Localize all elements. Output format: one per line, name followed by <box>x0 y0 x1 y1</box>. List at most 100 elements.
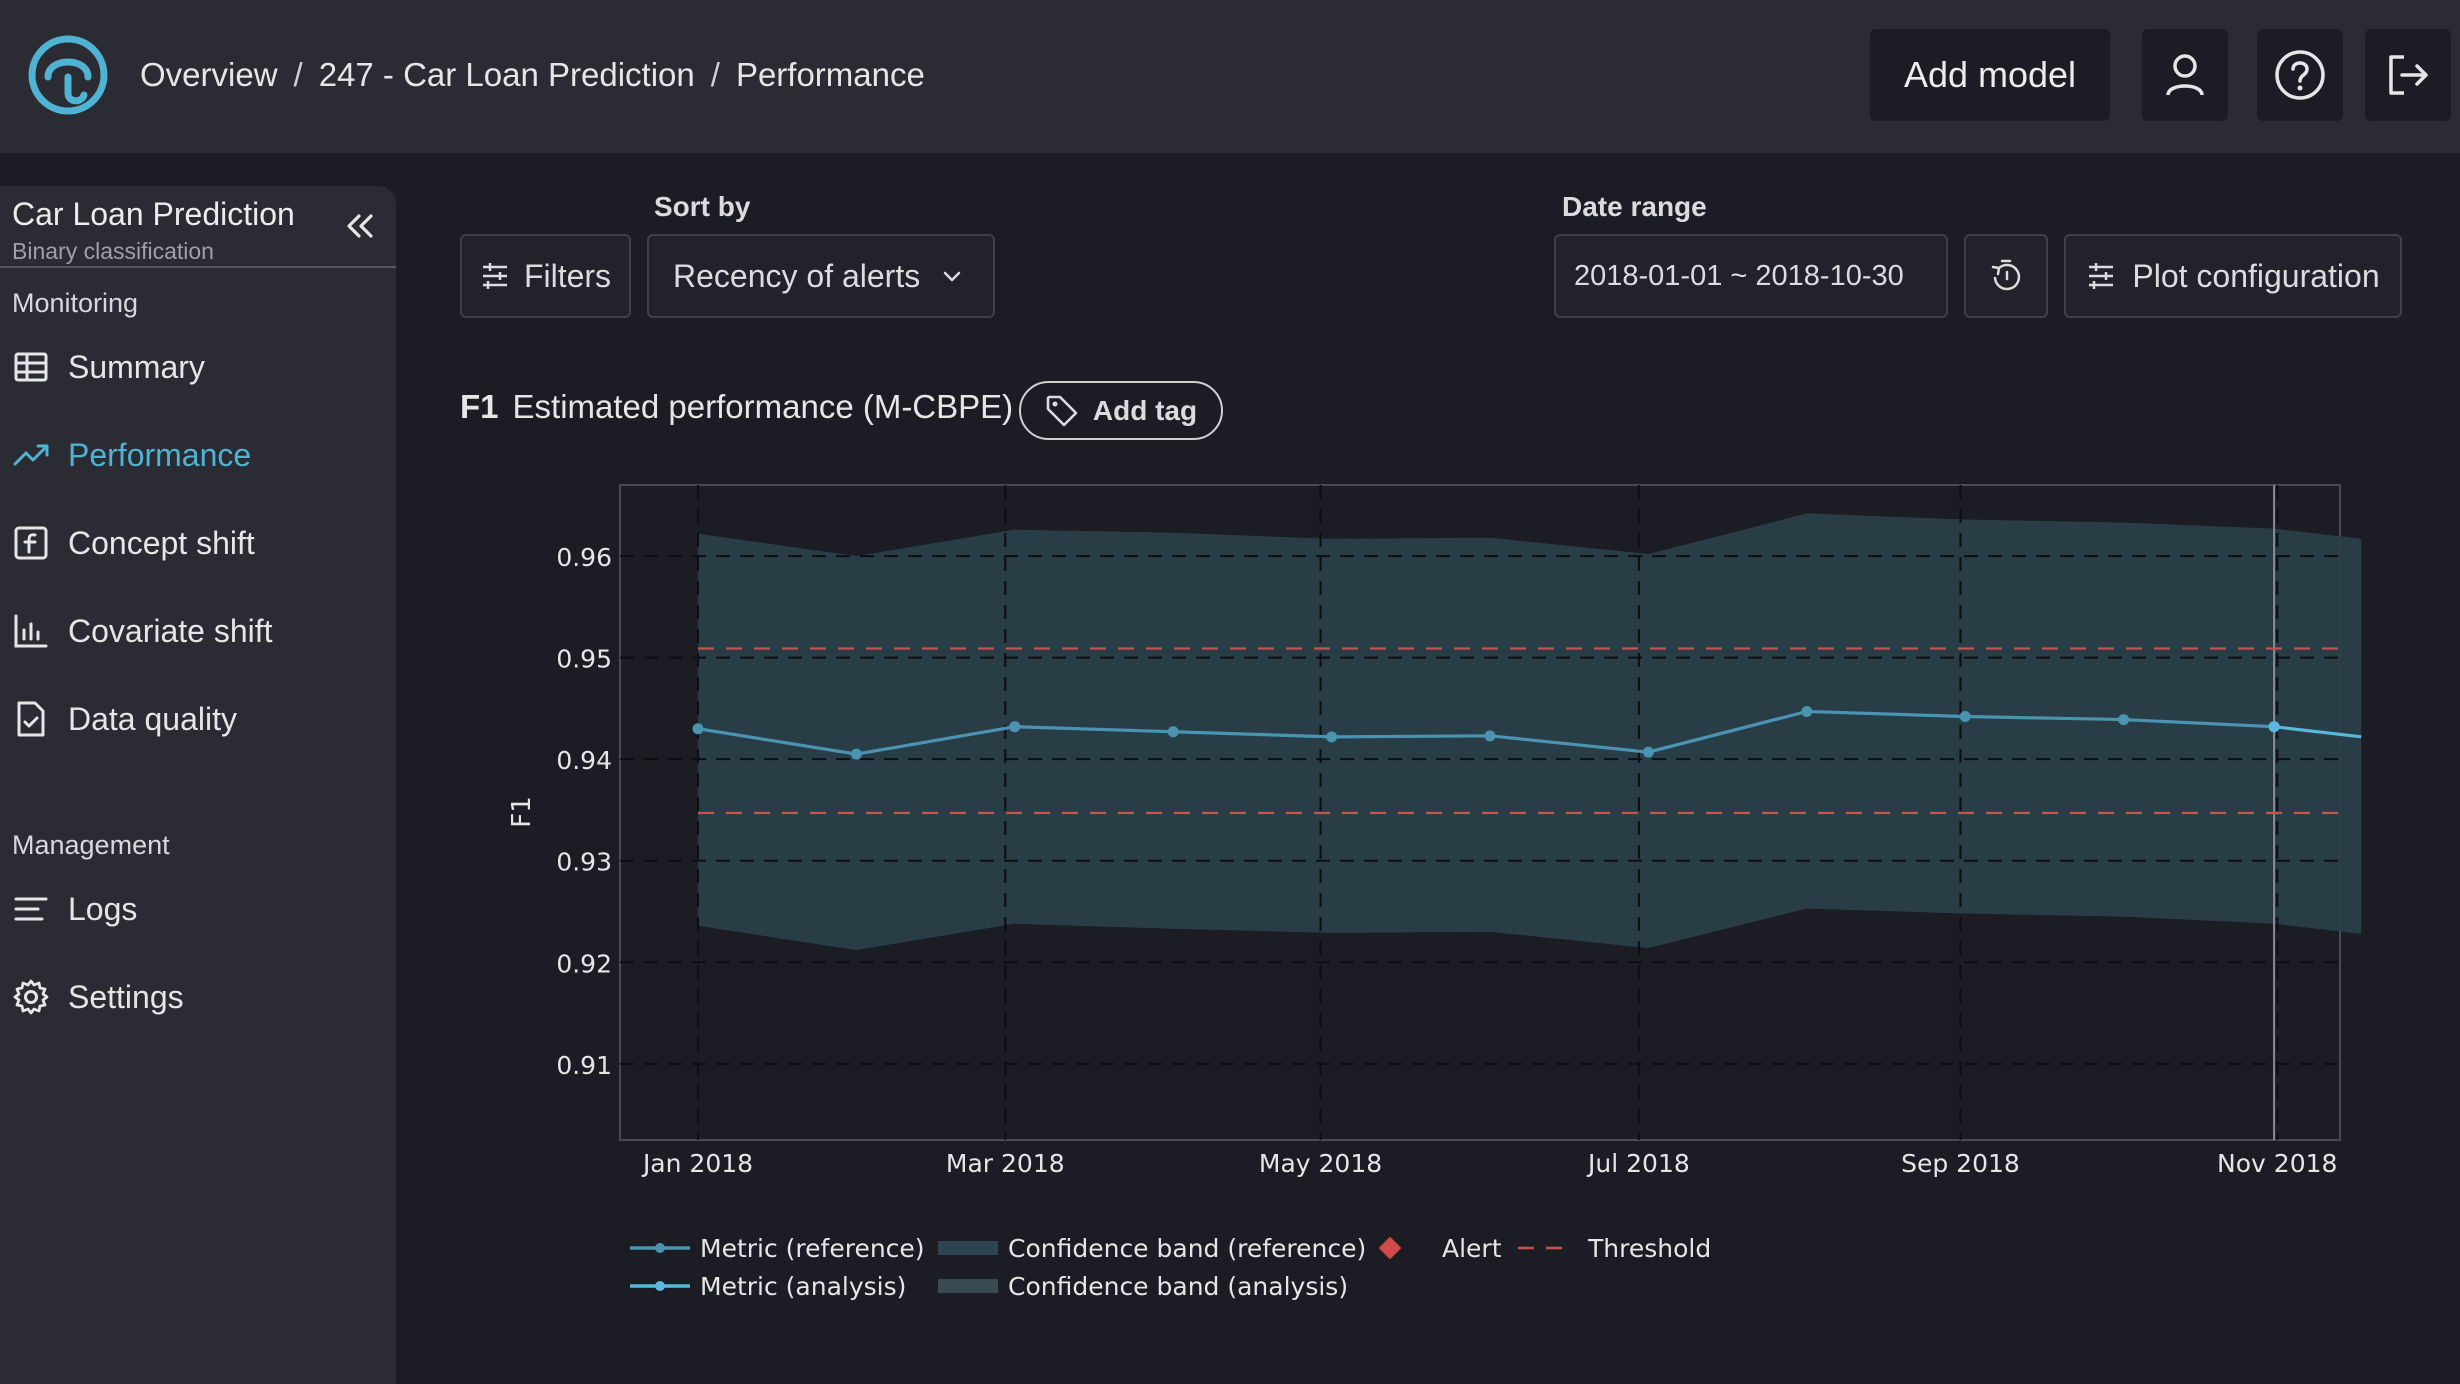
legend-swatch-point <box>655 1243 665 1253</box>
x-tick-label: Nov 2018 <box>2217 1149 2337 1178</box>
metric-point-reference <box>1959 711 1971 723</box>
sort-by-select[interactable]: Recency of alerts <box>647 234 995 318</box>
metric-point-reference <box>850 748 862 760</box>
sidebar-item-label: Summary <box>68 348 205 385</box>
confidence-band-reference <box>698 513 2275 951</box>
legend-swatch-point <box>655 1281 665 1291</box>
legend-label: Alert <box>1442 1234 1502 1263</box>
y-tick-label: 0.95 <box>556 645 612 674</box>
metric-point-reference <box>2118 714 2130 726</box>
reset-date-button[interactable] <box>1964 234 2048 318</box>
app-logo-icon[interactable] <box>26 33 110 117</box>
top-bar: Overview / 247 - Car Loan Prediction / Perfo… <box>0 0 2460 153</box>
function-icon <box>14 526 48 560</box>
add-model-button[interactable]: Add model <box>1870 29 2110 121</box>
sidebar-item-settings[interactable]: Settings <box>12 970 184 1024</box>
user-button[interactable] <box>2142 29 2228 121</box>
file-check-icon <box>17 701 45 737</box>
chevron-down-icon <box>943 271 961 282</box>
sliders-icon <box>482 263 507 289</box>
legend-label: Confidence band (analysis) <box>1008 1272 1348 1301</box>
sort-by-value: Recency of alerts <box>673 257 921 294</box>
management-section-label: Management <box>12 830 170 860</box>
metric-line-analysis <box>2273 725 2362 739</box>
metric-point-reference <box>1484 730 1496 742</box>
x-tick-label: May 2018 <box>1259 1149 1382 1178</box>
plot-metric-name: F1 <box>460 388 499 425</box>
plot-configuration-button[interactable]: Plot configuration <box>2064 234 2402 318</box>
sidebar-item-label: Concept shift <box>68 524 255 561</box>
x-tick-label: Jan 2018 <box>641 1149 753 1178</box>
sliders-icon <box>2089 263 2114 289</box>
sidebar-item-data-quality[interactable]: Data quality <box>12 692 237 746</box>
add-tag-label: Add tag <box>1092 394 1198 426</box>
lines-icon <box>14 897 48 921</box>
metric-point-reference <box>1326 731 1338 743</box>
breadcrumb: Overview / 247 - Car Loan Prediction / Perfo… <box>140 56 925 94</box>
trending-up-icon <box>13 444 49 466</box>
legend-label: Confidence band (reference) <box>1008 1234 1366 1263</box>
sort-by-label: Sort by <box>654 191 751 222</box>
date-range-input[interactable]: 2018-01-01 ~ 2018-10-30 <box>1554 234 1948 318</box>
logout-icon <box>2389 55 2428 95</box>
date-range-label: Date range <box>1562 191 1707 222</box>
sidebar-item-label: Covariate shift <box>68 612 273 649</box>
filters-label: Filters <box>523 257 612 294</box>
legend-label: Threshold <box>1587 1234 1711 1263</box>
legend-label: Metric (reference) <box>700 1234 925 1263</box>
legend-label: Metric (analysis) <box>700 1272 906 1301</box>
plot-title-text: Estimated performance (M-CBPE) <box>512 388 1014 425</box>
y-tick-label: 0.91 <box>556 1051 612 1080</box>
metric-point-analysis <box>2268 721 2280 733</box>
logout-button[interactable] <box>2365 29 2451 121</box>
sidebar-item-label: Logs <box>68 890 138 927</box>
sidebar-item-covariate-shift[interactable]: Covariate shift <box>12 604 273 658</box>
sidebar-item-summary[interactable]: Summary <box>12 340 205 394</box>
date-range-value: 2018-01-01 ~ 2018-10-30 <box>1574 259 1904 292</box>
x-tick-label: Mar 2018 <box>946 1149 1065 1178</box>
x-tick-label: Jul 2018 <box>1586 1149 1690 1178</box>
legend-swatch-band <box>938 1279 998 1293</box>
timer-reset-icon <box>1991 259 2021 291</box>
metric-point-reference <box>1009 721 1021 733</box>
y-tick-label: 0.94 <box>556 746 612 775</box>
metric-point-reference <box>1167 726 1179 738</box>
sidebar-item-logs[interactable]: Logs <box>12 882 137 936</box>
y-tick-label: 0.92 <box>556 949 612 978</box>
metric-point-reference <box>692 723 704 735</box>
y-axis-label: F1 <box>507 796 537 828</box>
model-name: Car Loan Prediction <box>12 196 295 232</box>
sidebar-item-label: Performance <box>68 436 252 473</box>
sidebar-divider <box>0 266 396 268</box>
sidebar: Car Loan Prediction Binary classificatio… <box>0 186 396 1384</box>
legend-swatch-alert <box>1378 1236 1402 1260</box>
y-tick-label: 0.93 <box>556 848 612 877</box>
help-button[interactable] <box>2257 29 2343 121</box>
plot-configuration-label: Plot configuration <box>2132 257 2380 294</box>
help-icon <box>2275 50 2325 100</box>
sidebar-item-label: Settings <box>68 978 184 1015</box>
y-tick-label: 0.96 <box>556 543 612 572</box>
metric-point-reference <box>1642 746 1654 758</box>
filters-button[interactable]: Filters <box>460 234 631 318</box>
sidebar-item-performance[interactable]: Performance <box>12 428 251 482</box>
monitoring-section-label: Monitoring <box>12 288 139 318</box>
table-icon <box>14 352 48 382</box>
breadcrumb-model-link[interactable]: 247 - Car Loan Prediction <box>318 56 695 93</box>
breadcrumb-current-page: Performance <box>735 56 925 93</box>
tag-icon <box>1046 395 1078 426</box>
collapse-sidebar-icon[interactable] <box>342 208 378 244</box>
breadcrumb-separator: / <box>710 56 720 93</box>
breadcrumb-separator: / <box>293 56 303 93</box>
bar-chart-icon <box>14 614 48 648</box>
x-tick-label: Sep 2018 <box>1901 1149 2020 1178</box>
plot-title: F1 Estimated performance (M-CBPE) <box>460 388 1013 426</box>
user-icon <box>2166 54 2204 96</box>
sidebar-item-label: Data quality <box>68 700 237 737</box>
metric-point-reference <box>1801 705 1813 717</box>
breadcrumb-overview-link[interactable]: Overview <box>140 56 278 93</box>
add-tag-button[interactable]: Add tag <box>1019 381 1223 440</box>
legend-swatch-band <box>938 1241 998 1255</box>
sidebar-item-concept-shift[interactable]: Concept shift <box>12 516 255 570</box>
